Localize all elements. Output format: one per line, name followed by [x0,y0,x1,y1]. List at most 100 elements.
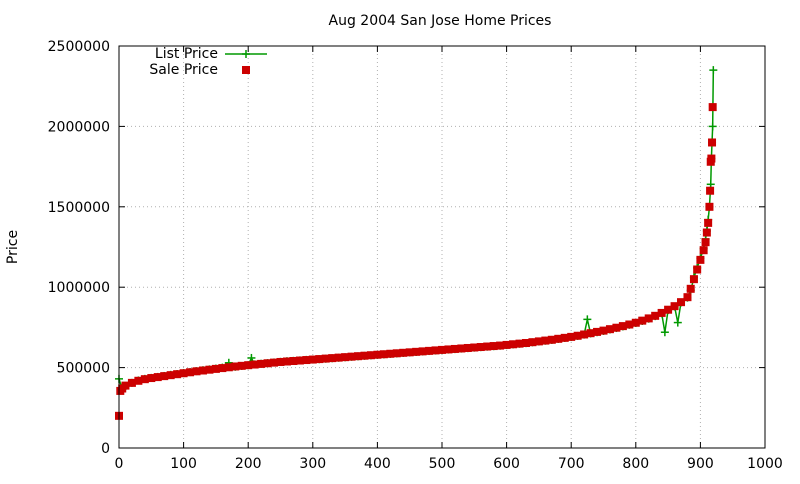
sale-price-point [693,265,702,274]
sale-price-point [244,361,253,370]
sale-price-point [373,350,382,359]
sale-price-point [707,154,716,163]
sale-price-point [593,327,602,336]
sale-price-point [586,329,595,338]
x-tick-label: 200 [235,456,262,472]
sale-price-point [121,381,130,390]
sale-price-point [263,359,272,368]
sale-price-point [489,342,498,351]
sale-price-point [580,330,589,339]
sale-price-point [321,354,330,363]
data-series [115,66,718,420]
sale-price-point [528,338,537,347]
sale-price-point [476,343,485,352]
sale-price-point [366,351,375,360]
sale-price-point [470,343,479,352]
sale-price-point [547,335,556,344]
y-tick-label: 1500000 [48,200,110,216]
sale-price-point [706,186,715,195]
sale-price-point [211,364,220,373]
sale-price-point [282,357,291,366]
sale-price-point [276,357,285,366]
sale-price-point [205,365,214,374]
x-tick-label: 100 [170,456,197,472]
x-tick-label: 300 [299,456,326,472]
sale-price-point [509,340,518,349]
sale-price-point [270,358,279,367]
sale-price-point [166,371,175,380]
legend-square-swatch [242,66,250,74]
sale-price-point [399,348,408,357]
sale-price-point [134,376,143,385]
sale-price-point [354,352,363,361]
sale-price-point [689,275,698,284]
sale-price-point [127,378,136,387]
sale-price-point [341,353,350,362]
sale-price-point [308,355,317,364]
x-tick-label: 900 [687,456,714,472]
sale-price-point [701,238,710,247]
x-tick-label: 800 [622,456,649,472]
sale-price-point [683,293,692,302]
sale-price-point [425,346,434,355]
sale-price-point [534,337,543,346]
sale-price-point [192,367,201,376]
sale-price-point [515,339,524,348]
x-tick-label: 400 [364,456,391,472]
sale-price-point [450,344,459,353]
sale-price-point [573,331,582,340]
sale-price-point [521,338,530,347]
sale-price-point [677,298,686,307]
sale-price-point [347,352,356,361]
sale-price-point [702,228,711,237]
sale-price-point [483,342,492,351]
sale-price-point [431,346,440,355]
y-tick-label: 2000000 [48,119,110,135]
sale-price-point [295,356,304,365]
sale-price-point [334,353,343,362]
x-tick-label: 0 [115,456,124,472]
sale-price-point [554,334,563,343]
sale-price-point [379,350,388,359]
sale-price-point [315,355,324,364]
sale-price-point [705,202,714,211]
sale-price-point [160,372,169,381]
sale-price-point [463,343,472,352]
sale-price-point [631,318,640,327]
sale-price-point [198,366,207,375]
sale-price-point [541,336,550,345]
sale-price-point [638,316,647,325]
sale-price-point [140,375,149,384]
legend-label: List Price [155,46,218,62]
sale-price-point [704,218,713,227]
sale-price-point [708,138,717,147]
sale-price-point [502,340,511,349]
sale-price-point [651,311,660,320]
sale-price-point [599,326,608,335]
sale-price-point [360,351,369,360]
sale-price-point [257,359,266,368]
sale-price-point [644,314,653,323]
sale-price-point [302,356,311,365]
sale-price-point [444,345,453,354]
sale-price-point [250,360,259,369]
x-tick-label: 1000 [747,456,783,472]
sale-price-point [605,325,614,334]
chart-title: Aug 2004 San Jose Home Prices [329,13,552,29]
x-tick-label: 700 [558,456,585,472]
sale-price-point [612,323,621,332]
sale-price-point [147,374,156,383]
sale-price-point [386,349,395,358]
sale-price-point [289,357,298,366]
x-tick-label: 500 [429,456,456,472]
sale-price-point [328,354,337,363]
y-tick-label: 2500000 [48,39,110,55]
sale-price-point [231,362,240,371]
y-tick-label: 1000000 [48,280,110,296]
sale-price-point [237,361,246,370]
sale-price-point [686,284,695,293]
